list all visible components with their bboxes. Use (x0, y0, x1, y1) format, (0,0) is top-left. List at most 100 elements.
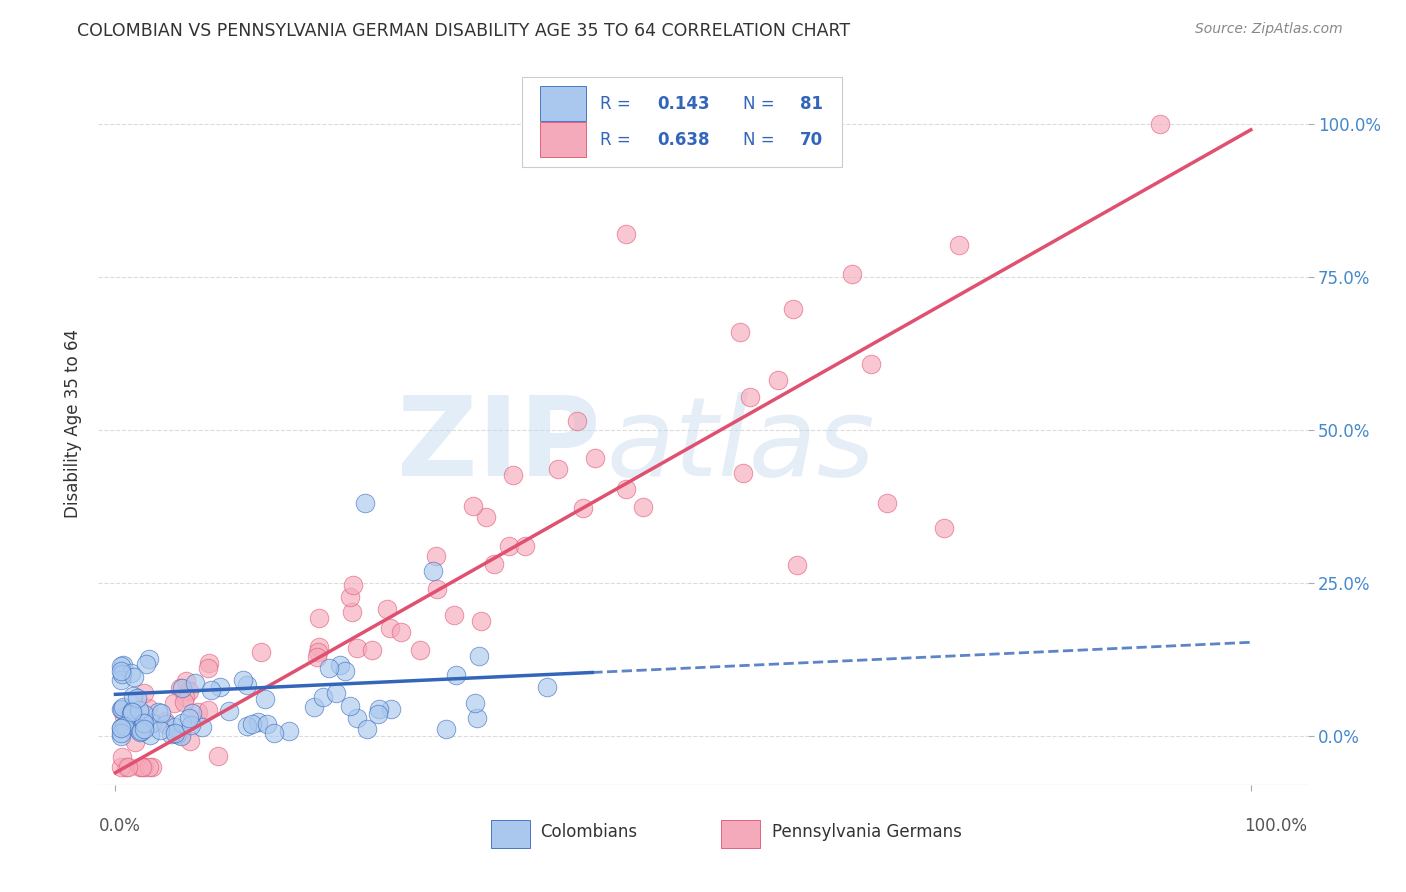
Point (207, 749, 229, 764)
Point (513, 539, 536, 553)
Point (443, 608, 465, 623)
Point (174, 690, 197, 705)
Point (150, 706, 173, 721)
Point (141, 759, 163, 773)
Point (253, 692, 276, 706)
Point (464, 696, 486, 710)
Point (120, 706, 142, 721)
Point (434, 722, 457, 736)
Point (122, 670, 145, 684)
Point (183, 676, 205, 690)
Point (180, 718, 202, 732)
Point (378, 621, 401, 635)
Point (198, 656, 221, 670)
Point (934, 521, 956, 535)
Point (475, 510, 498, 524)
Point (361, 643, 384, 657)
Text: R =: R = (600, 95, 637, 112)
Bar (492, 821, 530, 847)
Point (132, 716, 155, 731)
Point (122, 690, 145, 704)
Point (136, 701, 159, 715)
Point (860, 357, 883, 371)
Point (132, 715, 155, 730)
Point (484, 558, 506, 572)
Point (302, 700, 325, 714)
Point (129, 723, 152, 738)
Point (181, 706, 204, 720)
Text: R =: R = (600, 131, 637, 149)
Point (422, 564, 444, 578)
Point (112, 700, 135, 714)
Point (110, 659, 132, 673)
Point (782, 301, 804, 316)
Point (235, 719, 257, 733)
Point (426, 582, 449, 596)
Point (354, 496, 377, 510)
Point (110, 759, 132, 773)
Point (465, 711, 488, 725)
Point (766, 373, 789, 387)
Point (263, 726, 285, 740)
Point (876, 496, 898, 510)
Point (339, 590, 361, 604)
Point (134, 759, 156, 773)
Point (146, 706, 169, 720)
Point (124, 735, 146, 749)
Point (117, 759, 139, 773)
Text: 70: 70 (800, 131, 823, 149)
Point (110, 721, 132, 735)
Text: 0.143: 0.143 (657, 95, 710, 112)
Text: Colombians: Colombians (540, 823, 637, 841)
Point (468, 649, 491, 664)
Point (738, 390, 761, 404)
Point (197, 703, 219, 717)
Point (1149, 117, 1171, 131)
Point (138, 651, 160, 665)
Text: ZIP: ZIP (396, 392, 600, 499)
Point (110, 721, 132, 735)
Point (236, 678, 259, 692)
Point (163, 696, 186, 710)
Point (425, 549, 447, 564)
Point (132, 686, 155, 700)
Point (339, 698, 361, 713)
Point (169, 681, 191, 695)
Point (197, 660, 219, 674)
Point (498, 539, 520, 553)
Point (389, 625, 412, 640)
Point (218, 704, 240, 718)
Y-axis label: Disability Age 35 to 64: Disability Age 35 to 64 (65, 329, 83, 518)
Point (841, 267, 863, 281)
Point (128, 759, 150, 773)
Point (128, 723, 150, 738)
Point (367, 701, 389, 715)
Point (277, 723, 299, 738)
Text: Pennsylvania Germans: Pennsylvania Germans (772, 823, 962, 841)
Point (111, 667, 134, 681)
Point (329, 657, 352, 672)
Point (307, 645, 329, 659)
Point (631, 500, 654, 515)
Point (170, 716, 193, 731)
Text: 0.638: 0.638 (657, 131, 710, 149)
Text: 100.0%: 100.0% (1244, 817, 1308, 836)
Point (470, 614, 492, 628)
Point (191, 720, 214, 734)
Point (333, 664, 356, 678)
Point (200, 682, 222, 697)
Point (138, 759, 160, 773)
Point (170, 728, 193, 742)
Point (240, 717, 263, 731)
Point (115, 759, 138, 773)
Text: 0.0%: 0.0% (98, 817, 141, 836)
Point (174, 674, 197, 689)
Point (111, 750, 134, 764)
Bar (540, 122, 586, 157)
Point (153, 714, 176, 728)
Point (165, 725, 187, 739)
Bar (540, 87, 586, 121)
Point (111, 702, 134, 716)
Point (367, 706, 389, 721)
Point (232, 673, 254, 687)
